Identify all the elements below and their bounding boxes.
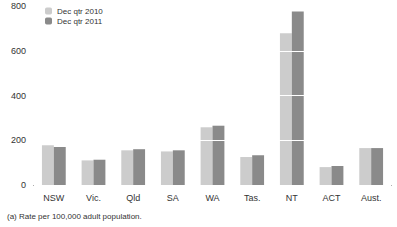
svg-text:Aust.: Aust. bbox=[361, 193, 382, 203]
svg-text:SA: SA bbox=[167, 193, 179, 203]
svg-text:800: 800 bbox=[11, 1, 26, 11]
svg-text:Dec qtr 2010: Dec qtr 2010 bbox=[57, 7, 103, 16]
svg-text:200: 200 bbox=[11, 135, 26, 145]
svg-text:600: 600 bbox=[11, 46, 26, 56]
svg-text:Qld: Qld bbox=[126, 193, 140, 203]
svg-text:WA: WA bbox=[205, 193, 219, 203]
svg-text:0: 0 bbox=[21, 180, 26, 190]
svg-text:NSW: NSW bbox=[43, 193, 65, 203]
svg-text:NT: NT bbox=[286, 193, 298, 203]
svg-text:Tas.: Tas. bbox=[244, 193, 261, 203]
svg-text:400: 400 bbox=[11, 91, 26, 101]
svg-text:(a) Rate per 100,000 adult pop: (a) Rate per 100,000 adult population. bbox=[7, 212, 142, 221]
svg-text:Dec qtr 2011: Dec qtr 2011 bbox=[57, 17, 103, 26]
svg-text:Vic.: Vic. bbox=[86, 193, 101, 203]
svg-text:ACT: ACT bbox=[323, 193, 342, 203]
